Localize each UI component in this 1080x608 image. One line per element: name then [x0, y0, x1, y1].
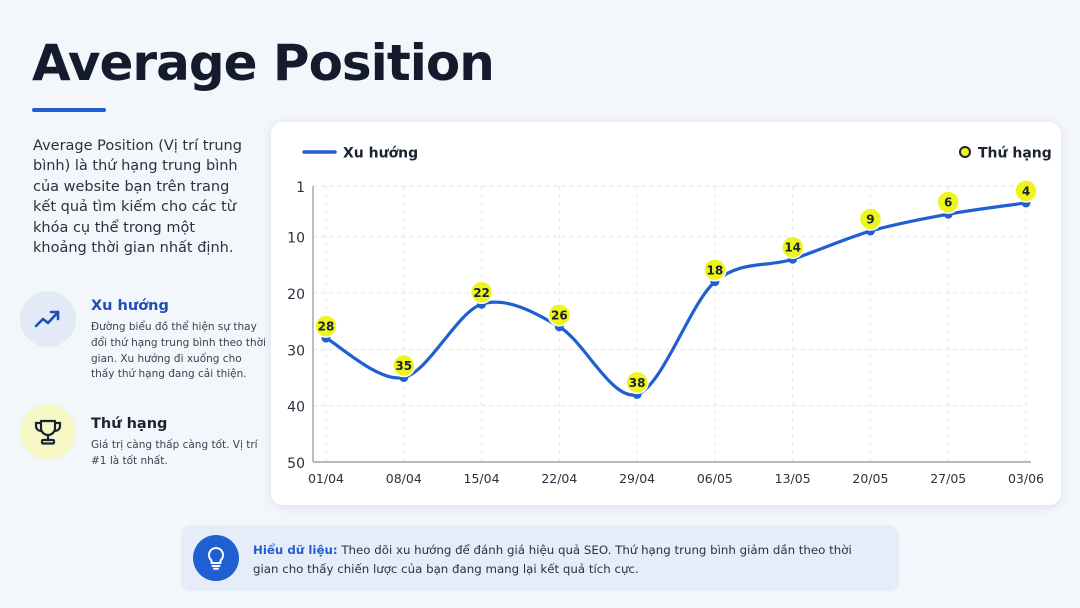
x-tick-label: 01/04 [308, 471, 344, 486]
y-tick-label: 50 [287, 456, 305, 472]
trending-up-icon [20, 291, 76, 347]
insight-body: Theo dõi xu hướng để đánh giá hiệu quả S… [253, 543, 852, 576]
x-tick-label: 27/05 [930, 471, 966, 486]
data-label: 9 [866, 213, 874, 227]
data-label: 22 [473, 286, 490, 300]
data-label: 35 [395, 359, 412, 373]
chart-card: 1 10 20 30 40 50 01/04 08/04 15/04 22/04 29/04 06/0… [271, 122, 1061, 505]
x-tick-label: 08/04 [386, 471, 422, 486]
data-label-marker [858, 207, 883, 231]
x-tick-label: 06/05 [697, 471, 733, 486]
data-label: 28 [318, 320, 335, 334]
lightbulb-icon [193, 535, 239, 581]
data-label: 18 [707, 263, 724, 277]
trend-series-line [324, 201, 1028, 397]
data-label-marker [469, 280, 494, 305]
legend-trend-label: Xu hướng [343, 146, 418, 162]
insight-label: Hiểu dữ liệu: [253, 543, 338, 557]
insight-text: Hiểu dữ liệu: Theo dõi xu hướng để đánh … [253, 541, 853, 579]
page-title: Average Position [32, 34, 495, 92]
x-tick-label: 13/05 [775, 471, 811, 486]
x-tick-label: 22/04 [541, 471, 577, 486]
data-label: 26 [551, 308, 568, 322]
data-label-marker [314, 314, 338, 338]
data-label: 38 [629, 376, 646, 390]
feature-rank-title: Thứ hạng [91, 416, 168, 432]
data-label-marker [547, 303, 572, 327]
data-label-marker [703, 258, 727, 282]
y-tick-label: 1 [296, 180, 305, 196]
data-label: 4 [1022, 184, 1030, 198]
data-label-marker [625, 370, 649, 395]
x-tick-label: 15/04 [464, 471, 500, 486]
y-tick-label: 40 [287, 400, 305, 416]
data-label-marker [780, 235, 805, 259]
trophy-icon [20, 404, 76, 460]
intro-description: Average Position (Vị trí trung bình) là … [33, 138, 242, 257]
x-tick-label: 20/05 [852, 471, 888, 486]
data-label-marker [936, 190, 960, 214]
x-tick-label: 03/06 [1008, 471, 1044, 486]
feature-trend-description: Đường biểu đồ thể hiện sự thay đổi thứ h… [91, 321, 266, 381]
data-label: 6 [944, 196, 952, 210]
title-underline [32, 108, 106, 112]
y-tick-label: 30 [287, 343, 305, 359]
y-tick-label: 20 [287, 287, 305, 303]
insight-box: Hiểu dữ liệu: Theo dõi xu hướng để đánh … [181, 525, 899, 591]
data-label-marker [1014, 179, 1038, 203]
x-tick-label: 29/04 [619, 471, 655, 486]
legend-marker-swatch [959, 146, 971, 158]
feature-trend-title: Xu hướng [91, 298, 169, 314]
legend-rank-label: Thứ hạng [978, 146, 1052, 162]
data-label-marker [392, 353, 416, 378]
data-label: 14 [784, 241, 801, 255]
y-tick-label: 10 [287, 231, 305, 247]
feature-rank-description: Giá trị càng thấp càng tốt. Vị trí #1 là… [91, 439, 258, 467]
